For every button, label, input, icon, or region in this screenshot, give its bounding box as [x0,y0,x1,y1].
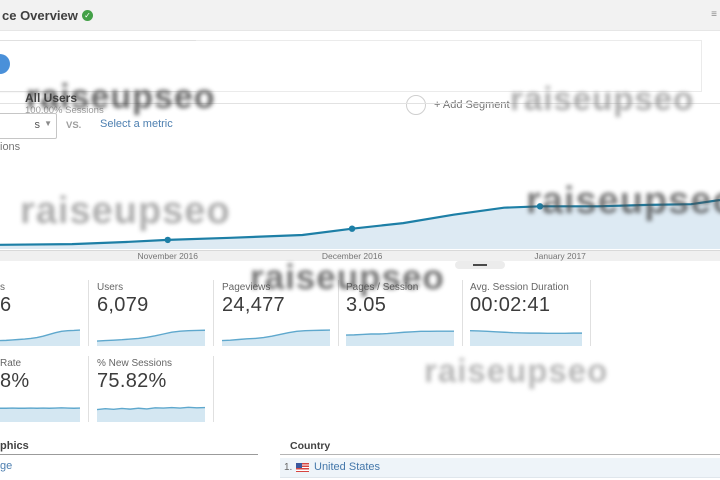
chart-legend-sessions: ions [0,141,21,153]
page-title: ce Overview [2,8,78,23]
metric-card-new-sessions[interactable]: % New Sessions 75.82% [97,358,207,424]
verified-check-icon: ✓ [82,10,93,21]
metric-value: 6,079 [97,294,149,316]
country-table-row[interactable]: 1. United States [280,458,720,478]
metric-value: 3.05 [346,294,387,316]
metric-value: 75.82% [97,370,167,392]
country-link[interactable]: United States [314,461,381,473]
watermark: raiseupseo [424,352,609,389]
segment-name: All Users [25,91,78,105]
metric-label: Pageviews [222,282,271,293]
chart-x-axis [0,250,720,261]
demographics-header: phics [0,440,29,452]
x-tick-label: December 2016 [321,251,383,261]
scroll-handle-grip-icon [473,264,487,266]
vs-label: VS. [66,120,82,131]
chevron-down-icon: ▼ [44,119,52,128]
metric-label: Pages / Session [346,282,419,293]
column-divider [590,280,591,346]
metric-label: % New Sessions [97,358,173,369]
country-header-rule [280,454,720,455]
add-segment-circle-icon [406,95,426,115]
x-tick-label: January 2017 [534,251,586,261]
metric-value: 6 [0,294,12,316]
add-segment-area[interactable]: + Add Segment [196,40,702,115]
metric-label: Rate [0,358,22,369]
metric-card-users[interactable]: Users 6,079 [97,282,207,348]
metric-label: Users [97,282,124,293]
top-bar: ce Overview ✓ ≡ [0,0,720,31]
segment-card-all-users[interactable]: All Users 100.00% Sessions [0,40,198,116]
metric-label: s [0,282,5,293]
select-metric-link[interactable]: Select a metric [100,118,173,130]
country-header: Country [290,440,331,452]
segment-avatar-icon [0,54,10,74]
column-divider [88,356,89,422]
add-segment-label: + Add Segment [434,99,510,111]
sessions-sparkline [0,322,80,346]
avg-duration-sparkline [470,322,582,346]
metric-card-pages-per-session[interactable]: Pages / Session 3.05 [346,282,456,348]
metric-value: 24,477 [222,294,285,316]
pages-session-sparkline [346,322,454,346]
metric-select-dropdown[interactable]: s ▼ [0,113,57,139]
metric-value: 8% [0,370,30,392]
x-tick-label: November 2016 [137,251,198,261]
metric-card-avg-session-duration[interactable]: Avg. Session Duration 00:02:41 [470,282,584,348]
bounce-rate-sparkline [0,398,80,422]
section-divider [0,103,720,104]
column-divider [462,280,463,346]
column-divider [88,280,89,346]
toolbar-menu-icon[interactable]: ≡ [711,9,717,20]
column-divider [338,280,339,346]
segment-detail: 100.00% Sessions [25,105,104,116]
row-rank: 1. [284,462,293,473]
metric-label: Avg. Session Duration [470,282,569,293]
chart-scroll-handle[interactable] [455,261,505,269]
us-flag-icon [296,463,309,472]
new-sessions-sparkline [97,398,205,422]
metric-card-bounce-rate[interactable]: Rate 8% [0,358,82,424]
column-divider [213,280,214,346]
demographics-header-rule [0,454,258,455]
pageviews-sparkline [222,322,330,346]
metric-select-value: s [34,119,41,131]
sessions-line-chart[interactable] [0,160,720,250]
metric-value: 00:02:41 [470,294,551,316]
metric-card-sessions[interactable]: s 6 [0,282,82,348]
metric-card-pageviews[interactable]: Pageviews 24,477 [222,282,332,348]
users-sparkline [97,322,205,346]
language-link[interactable]: ge [0,460,13,472]
column-divider [213,356,214,422]
